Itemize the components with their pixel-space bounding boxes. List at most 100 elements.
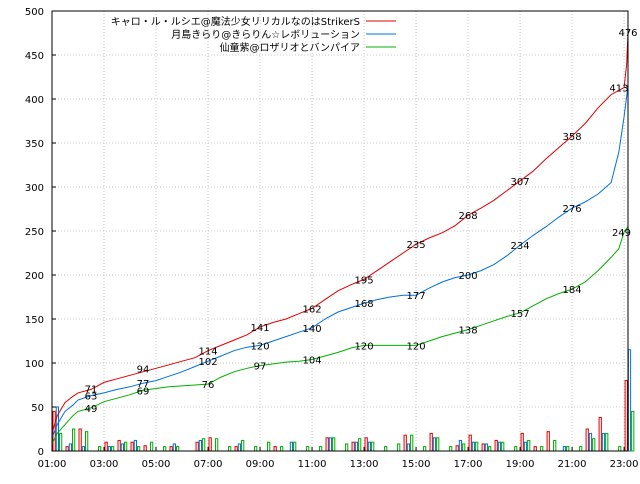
bar: [514, 446, 518, 452]
bar: [484, 443, 489, 452]
bar: [198, 439, 203, 452]
data-label: 102: [198, 357, 217, 368]
bar: [143, 445, 147, 452]
data-label: 168: [355, 299, 374, 310]
bar: [267, 441, 271, 452]
data-label: 200: [459, 271, 478, 282]
bar: [293, 441, 297, 452]
bar: [78, 428, 82, 452]
bar: [289, 441, 294, 452]
bar: [273, 446, 277, 452]
bar: [195, 441, 199, 452]
tick-labels: 0 50 100 150 200 250 300 350 400 450 500 01:00 03:00…: [25, 7, 639, 470]
bar: [120, 443, 125, 452]
x-tick-label: 05:00: [142, 459, 171, 470]
legend-label: キャロ・ル・ルシエ@魔法少女リリカルなのはStrikerS: [111, 15, 360, 28]
bar: [384, 446, 388, 452]
data-label: 157: [511, 309, 530, 320]
y-tick-label: 300: [25, 183, 44, 194]
x-tick-label: 21:00: [558, 459, 587, 470]
x-tick-label: 07:00: [194, 459, 223, 470]
bar: [605, 432, 609, 452]
data-label: 76: [202, 380, 215, 391]
bar: [520, 432, 524, 452]
data-label: 69: [137, 386, 150, 397]
bar: [124, 441, 128, 452]
bar: [533, 446, 537, 452]
y-tick-label: 150: [25, 315, 44, 326]
bar: [631, 410, 635, 452]
y-tick-label: 450: [25, 51, 44, 62]
x-tick-label: 13:00: [350, 459, 379, 470]
bar: [280, 446, 284, 452]
data-label: 413: [609, 84, 628, 95]
bar: [455, 445, 459, 452]
bar: [163, 446, 167, 452]
bar: [172, 443, 177, 452]
data-label: 114: [198, 347, 217, 358]
bar: [410, 434, 414, 452]
bar: [98, 446, 102, 452]
data-label: 234: [511, 241, 530, 252]
bar: [364, 437, 368, 452]
bar: [325, 437, 329, 452]
bar: [585, 428, 589, 452]
bar: [458, 439, 463, 452]
bar: [354, 441, 359, 452]
legend-label: 仙童紫@ロザリオとバンパイア: [220, 41, 361, 54]
bar: [397, 443, 401, 452]
bar: [137, 446, 141, 452]
bar: [68, 443, 73, 452]
series-line: [51, 226, 629, 445]
bar: [403, 434, 407, 452]
data-label: 162: [302, 304, 321, 315]
bar: [367, 441, 372, 452]
bar: [627, 349, 632, 452]
bar: [351, 441, 355, 452]
bar: [497, 441, 502, 452]
y-tick-label: 200: [25, 271, 44, 282]
y-tick-label: 100: [25, 359, 44, 370]
legend: キャロ・ル・ルシエ@魔法少女リリカルなのはStrikerS月島きらり@きらりん☆…: [111, 15, 396, 54]
bar: [228, 446, 232, 452]
data-label: 97: [254, 362, 267, 373]
data-label: 268: [459, 211, 478, 222]
data-labels: 7194114141162195235268307358413476637710…: [85, 28, 638, 415]
series-line: [51, 85, 629, 438]
bar: [553, 439, 557, 452]
bar: [562, 446, 567, 452]
bar: [540, 446, 544, 452]
bar: [345, 443, 349, 452]
x-tick-label: 09:00: [246, 459, 275, 470]
bar: [468, 434, 472, 452]
bar: [202, 438, 206, 452]
x-tick-label: 15:00: [402, 459, 431, 470]
bar: [475, 441, 479, 452]
bar: [319, 446, 323, 452]
bar: [501, 441, 505, 452]
axes: [51, 10, 629, 452]
bar: [332, 437, 336, 452]
data-label: 104: [302, 355, 321, 366]
bar: [107, 446, 112, 452]
bar: [488, 446, 492, 452]
x-tick-label: 11:00: [298, 459, 327, 470]
bar: [429, 432, 433, 452]
bar: [72, 428, 76, 452]
bar: [130, 441, 134, 452]
x-tick-label: 01:00: [38, 459, 67, 470]
bar: [81, 446, 86, 452]
bar: [85, 431, 89, 452]
bar: [601, 432, 606, 452]
bar: [111, 446, 115, 452]
bar: [234, 446, 238, 452]
y-tick-label: 400: [25, 95, 44, 106]
data-label: 63: [85, 392, 98, 403]
data-label: 177: [407, 291, 426, 302]
grid: [52, 11, 628, 451]
bar: [579, 446, 583, 452]
bar: [481, 443, 485, 452]
bar: [624, 380, 628, 452]
bar: [449, 446, 453, 452]
